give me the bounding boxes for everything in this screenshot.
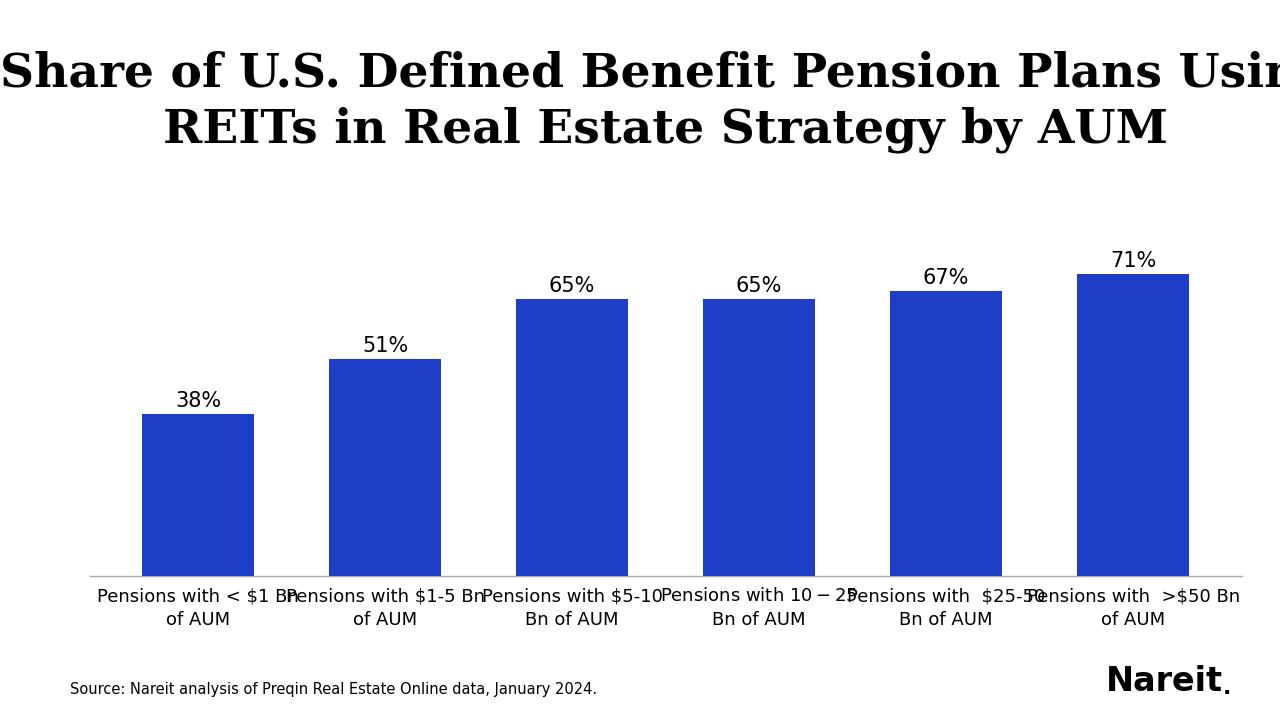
- Text: 67%: 67%: [923, 268, 969, 287]
- Text: .: .: [1222, 678, 1231, 698]
- Text: 65%: 65%: [549, 276, 595, 296]
- Bar: [1076, 274, 1189, 576]
- Text: 65%: 65%: [736, 276, 782, 296]
- Bar: [890, 291, 1002, 576]
- Text: 38%: 38%: [175, 391, 221, 411]
- Text: 71%: 71%: [1110, 251, 1156, 271]
- Bar: [329, 359, 442, 576]
- Text: Source: Nareit analysis of Preqin Real Estate Online data, January 2024.: Source: Nareit analysis of Preqin Real E…: [70, 682, 598, 697]
- Bar: [703, 300, 815, 576]
- Bar: [516, 300, 628, 576]
- Bar: [142, 414, 255, 576]
- Text: 51%: 51%: [362, 336, 408, 356]
- Text: Share of U.S. Defined Benefit Pension Plans Using
REITs in Real Estate Strategy : Share of U.S. Defined Benefit Pension Pl…: [0, 51, 1280, 153]
- Text: Nareit: Nareit: [1106, 665, 1222, 698]
